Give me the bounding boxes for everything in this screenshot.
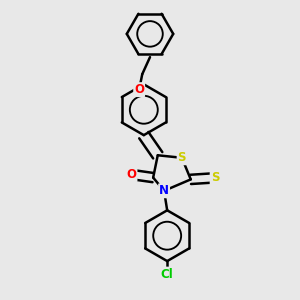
Text: S: S [178, 151, 186, 164]
Text: O: O [127, 168, 136, 181]
Text: Cl: Cl [161, 268, 174, 281]
Text: S: S [211, 171, 219, 184]
Text: O: O [134, 83, 144, 96]
Text: N: N [159, 184, 169, 197]
